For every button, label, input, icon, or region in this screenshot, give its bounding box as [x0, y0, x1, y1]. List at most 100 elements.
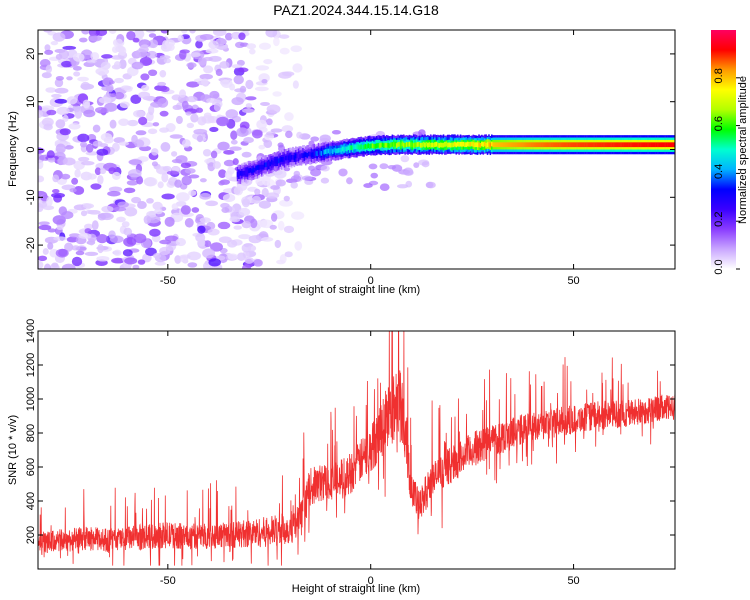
heatmap-ridge-cell [654, 142, 656, 148]
heatmap-ridge-cell [468, 141, 470, 147]
heatmap-noise-blob [103, 136, 114, 144]
spectrogram-x-axis-title: Height of straight line (km) [292, 284, 420, 296]
heatmap-noise-blob [370, 172, 379, 179]
heatmap-noise-blob [66, 76, 73, 81]
heatmap-ridge-cell [398, 141, 401, 147]
heatmap-ridge-cell [508, 142, 510, 148]
heatmap-ridge-cell [472, 142, 475, 147]
heatmap-ridge-cell [275, 158, 277, 164]
heatmap-noise-blob [140, 44, 149, 49]
heatmap-noise-blob [171, 94, 182, 101]
heatmap-noise-blob [190, 52, 201, 58]
heatmap-noise-blob [241, 151, 252, 158]
heatmap-noise-blob [84, 251, 99, 256]
y-tick-label: 10 [25, 96, 37, 108]
heatmap-ridge-cell [400, 143, 402, 148]
heatmap-ridge-cell [479, 142, 482, 148]
heatmap-ridge-cell [344, 146, 347, 152]
heatmap-ridge-cell [461, 141, 463, 147]
heatmap-noise-blob [258, 144, 266, 150]
heatmap-noise-blob [82, 99, 91, 109]
heatmap-ridge-cell [299, 154, 301, 159]
heatmap-noise-blob [266, 104, 281, 114]
colorbar-tick-label: 0.2 [713, 212, 725, 227]
heatmap-noise-blob [55, 75, 64, 81]
heatmap-noise-blob [85, 151, 99, 156]
heatmap-noise-blob [91, 220, 99, 231]
heatmap-ridge-cell [346, 146, 348, 152]
heatmap-ridge-cell [672, 142, 675, 148]
heatmap-noise-blob [77, 133, 90, 143]
heatmap-ridge-cell [510, 142, 513, 148]
heatmap-ridge-cell [496, 142, 499, 148]
heatmap-noise-blob [302, 175, 313, 181]
heatmap-ridge-cell [473, 142, 476, 148]
heatmap-noise-blob [233, 74, 244, 85]
heatmap-ridge-cell [438, 143, 441, 148]
heatmap-noise-blob [133, 233, 147, 244]
heatmap-noise-blob [246, 43, 257, 50]
heatmap-noise-blob [58, 248, 68, 257]
heatmap-noise-blob [99, 167, 107, 175]
heatmap-noise-blob [119, 59, 127, 70]
heatmap-noise-blob [265, 30, 278, 38]
heatmap-noise-blob [38, 109, 44, 118]
heatmap-ridge-cell [268, 161, 270, 167]
colorbar: 0.0 0.2 0.4 0.6 0.8 Normalized spectral ampl… [711, 30, 749, 275]
heatmap-noise-blob [96, 148, 109, 156]
snr-panel: -50 0 50 200 400 600 800 1000 1200 1400 Height o… [7, 319, 676, 595]
heatmap-ridge-cell [493, 142, 496, 148]
heatmap-ridge-cell [428, 142, 431, 148]
heatmap-noise-blob [242, 30, 250, 33]
heatmap-ridge-cell [439, 142, 442, 148]
heatmap-noise-blob [185, 111, 192, 116]
heatmap-ridge-cell [633, 142, 635, 148]
heatmap-noise-blob [263, 58, 273, 65]
heatmap-noise-blob [38, 175, 45, 183]
heatmap-noise-blob [242, 108, 255, 114]
heatmap-noise-blob [405, 180, 413, 188]
heatmap-ridge-cell [339, 147, 341, 153]
heatmap-ridge-cell [546, 142, 548, 148]
heatmap-noise-blob [275, 179, 286, 187]
heatmap-ridge-cell [449, 142, 452, 148]
heatmap-noise-blob [159, 246, 171, 256]
heatmap-ridge-cell [323, 149, 326, 155]
heatmap-noise-blob [146, 50, 158, 59]
x-tick-label: 50 [567, 275, 579, 287]
heatmap-noise-blob [227, 253, 238, 260]
heatmap-noise-blob [197, 116, 207, 126]
heatmap-ridge-cell [408, 141, 411, 147]
spectrogram-panel: -50 0 50 -20 -10 0 10 20 Height of straight li… [7, 29, 676, 296]
heatmap-noise-blob [247, 245, 257, 252]
snr-frame [37, 330, 676, 570]
heatmap-ridge-cell [424, 142, 426, 148]
heatmap-noise-blob [175, 115, 183, 125]
heatmap-noise-blob [56, 225, 64, 231]
heatmap-ridge-cell [319, 150, 321, 156]
heatmap-noise-blob [108, 230, 116, 239]
heatmap-noise-blob [72, 65, 82, 71]
heatmap-ridge-cell [621, 142, 624, 148]
heatmap-noise-blob [111, 46, 119, 53]
heatmap-noise-blob [123, 237, 137, 247]
heatmap-ridge-cell [657, 142, 659, 148]
heatmap-ridge-cell [313, 151, 316, 156]
heatmap-noise-blob [255, 65, 270, 71]
heatmap-ridge-cell [282, 157, 284, 162]
heatmap-ridge-cell [549, 142, 551, 148]
heatmap-ridge-cell [571, 142, 574, 148]
heatmap-noise-blob [85, 209, 94, 214]
heatmap-ridge-cell [401, 141, 404, 147]
heatmap-noise-blob [152, 201, 163, 211]
heatmap-noise-blob [147, 128, 158, 135]
snr-series-line [38, 331, 675, 566]
heatmap-ridge-cell [591, 142, 594, 148]
heatmap-noise-blob [186, 62, 197, 68]
heatmap-ridge-cell [536, 142, 539, 148]
heatmap-ridge-cell [316, 151, 318, 156]
heatmap-ridge-cell [566, 142, 568, 148]
heatmap-ridge-cell [397, 142, 399, 147]
heatmap-noise-blob [64, 242, 74, 252]
